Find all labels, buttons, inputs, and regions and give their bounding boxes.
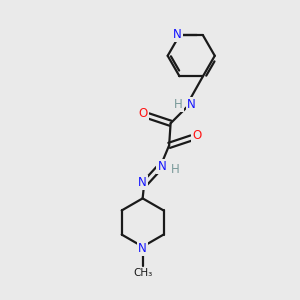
Text: N: N (138, 242, 147, 255)
Text: O: O (139, 107, 148, 120)
Text: N: N (138, 176, 147, 189)
Text: N: N (187, 98, 196, 111)
Text: O: O (192, 129, 201, 142)
Text: N: N (173, 28, 182, 41)
Text: H: H (171, 163, 179, 176)
Text: H: H (174, 98, 183, 111)
Text: CH₃: CH₃ (133, 268, 152, 278)
Text: N: N (158, 160, 166, 173)
